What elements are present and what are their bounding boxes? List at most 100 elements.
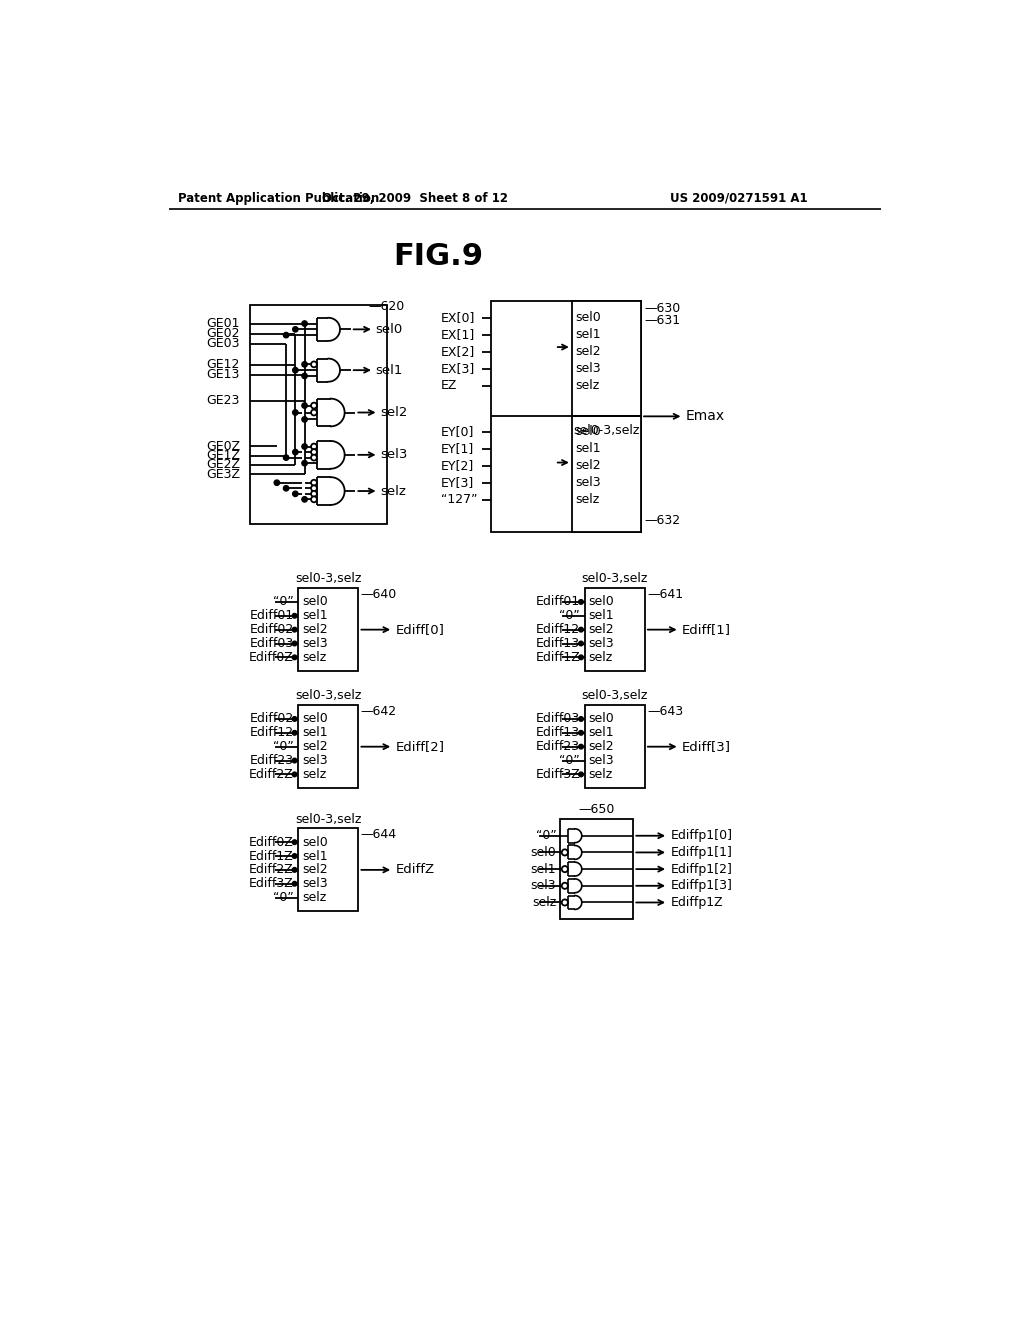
Circle shape <box>302 444 307 449</box>
Text: EZ: EZ <box>441 379 458 392</box>
Text: Emax: Emax <box>686 409 725 424</box>
Circle shape <box>311 454 316 461</box>
Text: EY[0]: EY[0] <box>441 425 474 438</box>
Text: Ediffp1[1]: Ediffp1[1] <box>671 846 732 859</box>
Text: —643: —643 <box>647 705 683 718</box>
Circle shape <box>311 491 316 496</box>
Text: Ediff13: Ediff13 <box>537 638 581 649</box>
Text: sel0: sel0 <box>589 595 614 609</box>
Circle shape <box>311 362 316 367</box>
Circle shape <box>293 367 298 372</box>
Text: Ediff02: Ediff02 <box>250 623 294 636</box>
Text: EX[1]: EX[1] <box>441 329 475 342</box>
Text: selz: selz <box>302 768 327 781</box>
Circle shape <box>274 480 280 486</box>
Circle shape <box>293 449 298 455</box>
Bar <box>571 301 641 416</box>
Text: sel1: sel1 <box>589 610 614 622</box>
Text: —631: —631 <box>644 314 680 326</box>
Text: sel0: sel0 <box>589 713 614 726</box>
Text: sel3: sel3 <box>589 754 614 767</box>
Circle shape <box>579 744 584 748</box>
Circle shape <box>562 849 568 855</box>
Bar <box>298 589 358 671</box>
Text: sel1: sel1 <box>574 329 600 342</box>
Text: selz: selz <box>589 651 613 664</box>
Text: selz: selz <box>574 379 599 392</box>
Text: sel2: sel2 <box>302 623 328 636</box>
Text: GE2Z: GE2Z <box>206 458 240 471</box>
Text: —642: —642 <box>360 705 397 718</box>
Text: “127”: “127” <box>441 492 477 506</box>
Circle shape <box>562 866 568 873</box>
Text: sel3: sel3 <box>302 754 328 767</box>
Text: “0”: “0” <box>273 595 294 609</box>
Text: “0”: “0” <box>273 891 294 904</box>
Circle shape <box>311 409 316 416</box>
Text: Ediff2Z: Ediff2Z <box>249 863 294 876</box>
Text: —640: —640 <box>360 587 397 601</box>
Circle shape <box>311 444 316 450</box>
Text: sel0-3,selz: sel0-3,selz <box>295 689 361 702</box>
Text: sel2: sel2 <box>589 623 614 636</box>
Bar <box>560 818 634 919</box>
Circle shape <box>293 326 298 333</box>
Circle shape <box>292 614 297 618</box>
Circle shape <box>293 491 298 496</box>
Text: sel1: sel1 <box>574 442 600 455</box>
Text: sel0: sel0 <box>530 846 556 859</box>
Text: sel2: sel2 <box>302 863 328 876</box>
Text: sel3: sel3 <box>530 879 556 892</box>
Text: GE23: GE23 <box>206 395 240 408</box>
Text: sel0: sel0 <box>376 323 402 335</box>
Circle shape <box>284 486 289 491</box>
Circle shape <box>562 883 568 888</box>
Circle shape <box>579 599 584 605</box>
Circle shape <box>579 642 584 645</box>
Text: GE12: GE12 <box>206 358 240 371</box>
Text: —641: —641 <box>647 587 683 601</box>
Text: —650: —650 <box>579 804 615 816</box>
Bar <box>298 829 358 911</box>
Text: Ediffp1[3]: Ediffp1[3] <box>671 879 732 892</box>
Circle shape <box>302 496 307 502</box>
Circle shape <box>284 333 289 338</box>
Circle shape <box>302 403 307 408</box>
Circle shape <box>302 374 307 379</box>
Text: sel3: sel3 <box>574 362 600 375</box>
Text: GE13: GE13 <box>206 368 240 381</box>
Text: sel2: sel2 <box>589 741 614 754</box>
Text: sel0: sel0 <box>302 836 328 849</box>
Circle shape <box>311 486 316 491</box>
Bar <box>585 705 645 788</box>
Text: sel0-3,selz: sel0-3,selz <box>582 689 648 702</box>
Text: GE03: GE03 <box>206 338 240 351</box>
Text: sel0-3,selz: sel0-3,selz <box>295 813 361 825</box>
Text: Ediff1Z: Ediff1Z <box>249 850 294 862</box>
Text: Ediff02: Ediff02 <box>250 713 294 726</box>
Text: Patent Application Publication: Patent Application Publication <box>178 191 380 205</box>
Text: “0”: “0” <box>559 754 581 767</box>
Circle shape <box>292 840 297 845</box>
Text: Ediff01: Ediff01 <box>250 610 294 622</box>
Bar <box>585 589 645 671</box>
Circle shape <box>579 627 584 632</box>
Text: sel0-3,selz: sel0-3,selz <box>295 573 361 585</box>
Text: sel3: sel3 <box>302 638 328 649</box>
Text: Ediff[1]: Ediff[1] <box>682 623 731 636</box>
Text: selz: selz <box>380 484 406 498</box>
Text: Oct. 29, 2009  Sheet 8 of 12: Oct. 29, 2009 Sheet 8 of 12 <box>323 191 509 205</box>
Text: —630: —630 <box>644 302 680 315</box>
Text: EY[2]: EY[2] <box>441 459 474 473</box>
Circle shape <box>311 496 316 503</box>
Text: EX[0]: EX[0] <box>441 312 475 325</box>
Text: Ediff0Z: Ediff0Z <box>249 836 294 849</box>
Text: Ediff12: Ediff12 <box>537 623 581 636</box>
Circle shape <box>562 899 568 906</box>
Text: sel0: sel0 <box>574 312 601 325</box>
Text: EY[3]: EY[3] <box>441 477 474 490</box>
Text: sel1: sel1 <box>589 726 614 739</box>
Bar <box>250 305 387 524</box>
Text: Ediff23: Ediff23 <box>537 741 581 754</box>
Text: sel0: sel0 <box>574 425 601 438</box>
